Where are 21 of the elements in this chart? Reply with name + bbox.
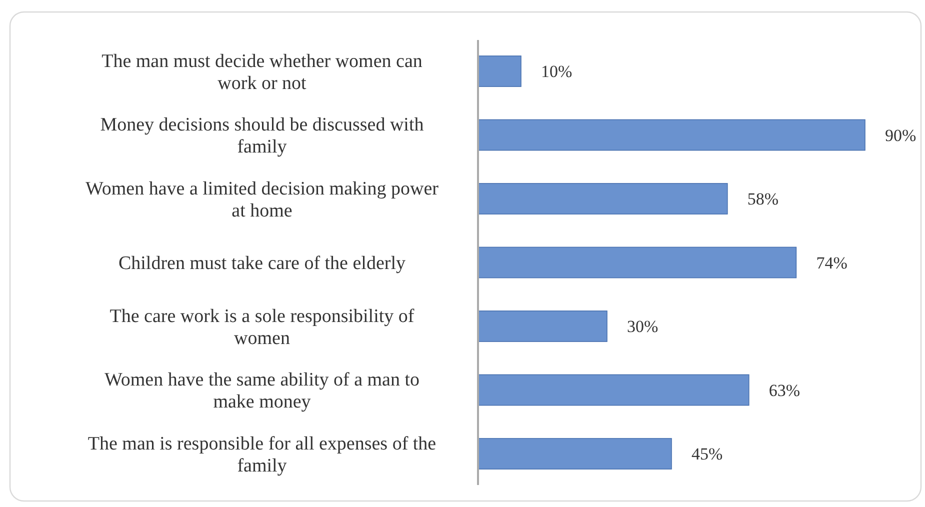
data-label: 58% <box>747 190 779 209</box>
bar <box>478 310 608 342</box>
y-tick-label: Children must take care of the elderly <box>118 253 406 274</box>
data-label: 90% <box>885 126 916 145</box>
data-label: 45% <box>692 444 723 464</box>
data-label: 30% <box>627 317 658 336</box>
bar <box>478 119 866 151</box>
y-tick-label: The care work is a sole responsibility of women <box>110 306 415 349</box>
bar <box>478 246 797 278</box>
y-tick-label: The man must decide whether women can work or not <box>102 50 423 94</box>
y-tick-label: Women have the same ability of a man to make money <box>104 370 420 413</box>
bar <box>478 438 672 470</box>
data-label: 63% <box>768 380 800 400</box>
data-label: 10% <box>541 62 572 82</box>
bar <box>478 56 522 87</box>
bar <box>478 374 750 406</box>
y-tick-label: Money decisions should be discussed with family <box>100 114 424 158</box>
data-label: 74% <box>816 253 848 272</box>
bar <box>478 183 728 214</box>
y-tick-label: The man is responsible for all expenses of the family <box>88 433 436 476</box>
y-tick-label: Women have a limited decision making power at home <box>85 178 440 222</box>
